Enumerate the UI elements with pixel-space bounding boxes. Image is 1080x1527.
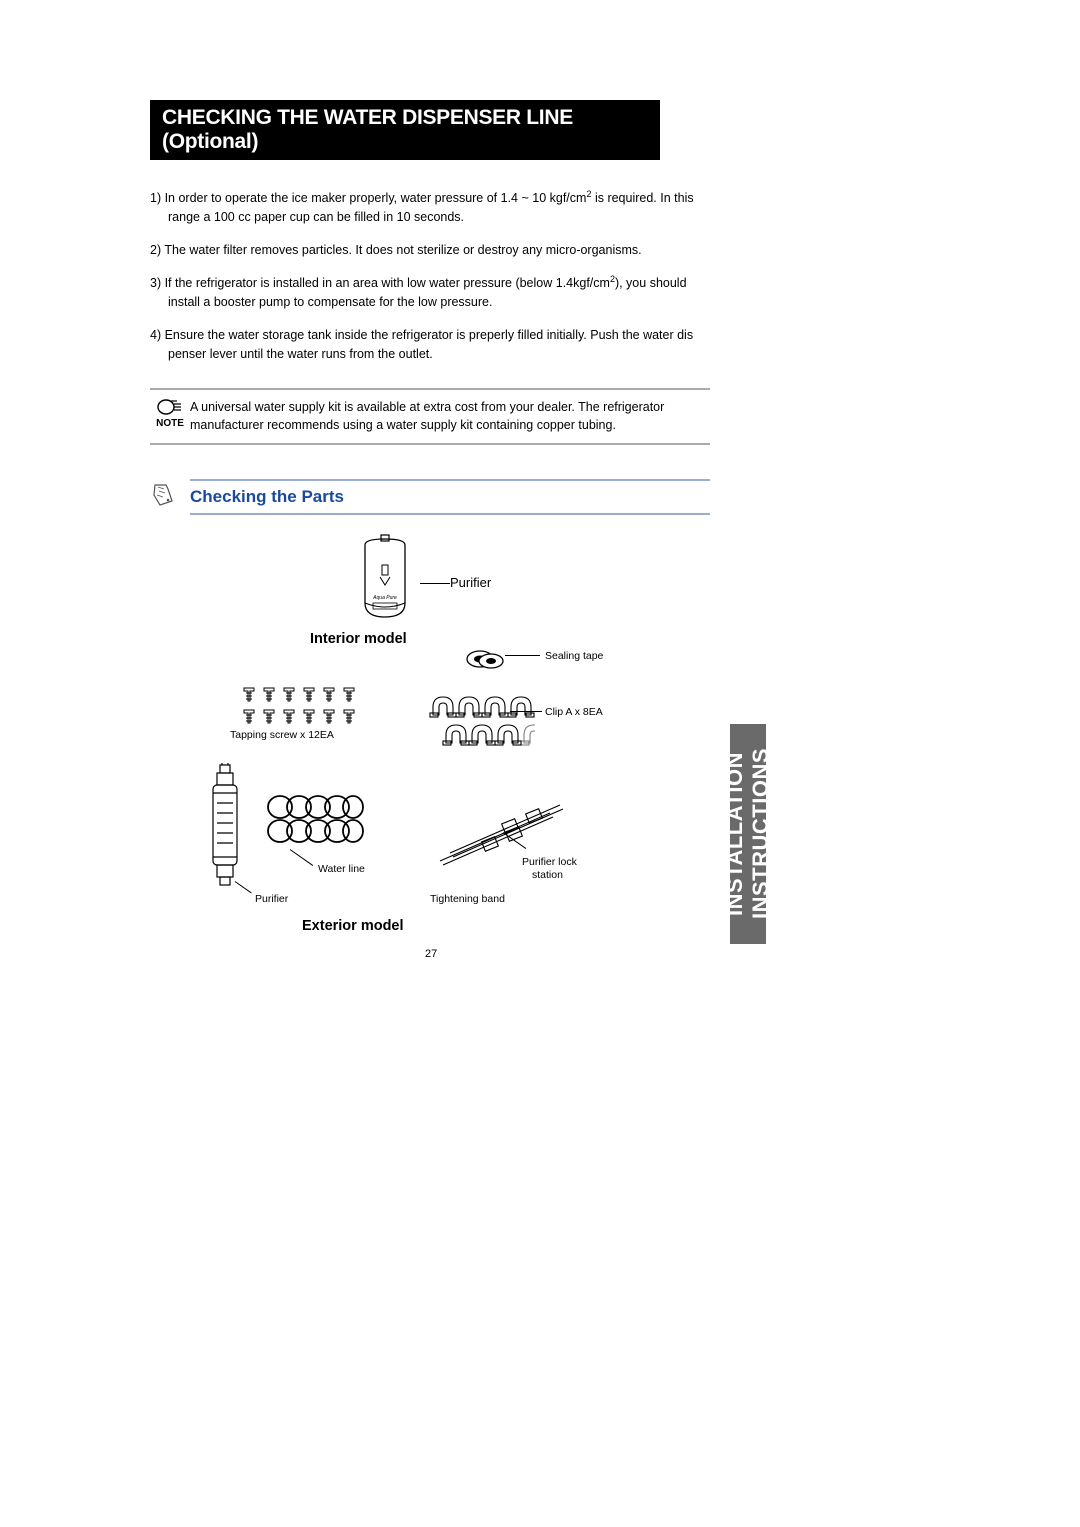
waterline-diagram xyxy=(265,793,365,853)
page-number: 27 xyxy=(425,948,437,960)
sealing-tape-diagram xyxy=(465,648,505,670)
list-text: 1) In order to operate the ice maker pro… xyxy=(150,191,586,205)
waterline-caption: Water line xyxy=(318,863,365,875)
hand-icon xyxy=(150,481,190,514)
leader-line xyxy=(420,583,450,584)
section-title: Checking the Parts xyxy=(190,479,710,515)
leader-line xyxy=(510,711,542,712)
screws-caption: Tapping screw x 12EA xyxy=(230,729,334,741)
manual-page: CHECKING THE WATER DISPENSER LINE (Optio… xyxy=(150,100,710,993)
purifier-diagram: Aqua Pure xyxy=(345,533,425,623)
list-item: 3) If the refrigerator is installed in a… xyxy=(150,273,710,312)
leader-line xyxy=(505,655,540,656)
section-header-row: Checking the Parts xyxy=(150,479,710,515)
note-icon xyxy=(157,398,183,416)
tightening-band-caption: Tightening band xyxy=(430,893,505,905)
screws-diagram xyxy=(240,683,370,725)
svg-text:Aqua Pure: Aqua Pure xyxy=(372,595,397,601)
note-label: NOTE xyxy=(156,418,184,429)
list-item: 4) Ensure the water storage tank inside … xyxy=(150,326,710,364)
section-tab: INSTALLATION INSTRUCTIONS xyxy=(730,724,766,944)
parts-diagram-area: Aqua Pure Purifier Interior model xyxy=(150,533,710,993)
purifier-label: Purifier xyxy=(450,575,491,590)
page-heading-banner: CHECKING THE WATER DISPENSER LINE (Optio… xyxy=(150,100,660,160)
purifier-lock-caption-1: Purifier lock xyxy=(522,856,577,868)
note-text: A universal water supply kit is availabl… xyxy=(190,398,710,436)
interior-model-label: Interior model xyxy=(310,631,407,647)
list-item: 2) The water filter removes particles. I… xyxy=(150,241,710,260)
note-box: NOTE A universal water supply kit is ava… xyxy=(150,388,710,446)
exterior-purifier-diagram xyxy=(205,763,245,893)
clips-caption: Clip A x 8EA xyxy=(545,706,603,718)
note-icon-column: NOTE xyxy=(150,398,190,429)
exterior-purifier-caption: Purifier xyxy=(255,893,288,905)
exterior-model-label: Exterior model xyxy=(302,918,404,934)
list-text: 3) If the refrigerator is installed in a… xyxy=(150,277,610,291)
clips-diagram xyxy=(425,693,535,749)
list-item: 1) In order to operate the ice maker pro… xyxy=(150,188,710,227)
purifier-lock-caption-2: station xyxy=(532,869,563,881)
instruction-list: 1) In order to operate the ice maker pro… xyxy=(150,188,710,364)
sealing-tape-caption: Sealing tape xyxy=(545,650,603,662)
